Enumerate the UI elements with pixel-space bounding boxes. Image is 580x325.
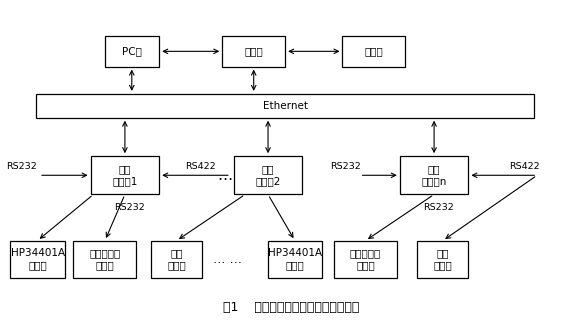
Text: RS422: RS422	[185, 162, 216, 172]
Text: RS232: RS232	[423, 203, 454, 213]
Text: PC机: PC机	[122, 46, 142, 57]
FancyBboxPatch shape	[222, 36, 285, 67]
FancyBboxPatch shape	[105, 36, 160, 67]
Text: HP34401A
万用表: HP34401A 万用表	[268, 248, 322, 270]
FancyBboxPatch shape	[74, 241, 136, 278]
Text: 数据库: 数据库	[365, 46, 383, 57]
Text: …: …	[218, 168, 233, 183]
Text: RS422: RS422	[509, 162, 540, 172]
FancyBboxPatch shape	[10, 241, 65, 278]
FancyBboxPatch shape	[36, 94, 534, 118]
Text: RS232: RS232	[114, 203, 145, 213]
FancyBboxPatch shape	[334, 241, 397, 278]
Text: 驱动
控制盒: 驱动 控制盒	[167, 248, 186, 270]
Text: 串口
服务器1: 串口 服务器1	[112, 164, 137, 186]
Text: 串口
服务器2: 串口 服务器2	[255, 164, 281, 186]
Text: Ethernet: Ethernet	[263, 101, 308, 111]
Text: HP34401A
万用表: HP34401A 万用表	[10, 248, 64, 270]
FancyBboxPatch shape	[342, 36, 405, 67]
Text: 输入信号源
控制器: 输入信号源 控制器	[350, 248, 381, 270]
Text: RS232: RS232	[330, 162, 361, 172]
Text: 服务器: 服务器	[244, 46, 263, 57]
Text: RS232: RS232	[6, 162, 37, 172]
Text: 图1    模拟量标定控制系统总体结构图: 图1 模拟量标定控制系统总体结构图	[223, 301, 359, 314]
FancyBboxPatch shape	[417, 241, 469, 278]
Text: 串口
服务器n: 串口 服务器n	[422, 164, 447, 186]
Text: 输入信号源
控制器: 输入信号源 控制器	[89, 248, 121, 270]
FancyBboxPatch shape	[400, 156, 469, 194]
FancyBboxPatch shape	[90, 156, 160, 194]
FancyBboxPatch shape	[151, 241, 202, 278]
FancyBboxPatch shape	[268, 241, 322, 278]
FancyBboxPatch shape	[234, 156, 302, 194]
Text: … …: … …	[213, 254, 242, 266]
Text: 驱动
控制盒: 驱动 控制盒	[433, 248, 452, 270]
